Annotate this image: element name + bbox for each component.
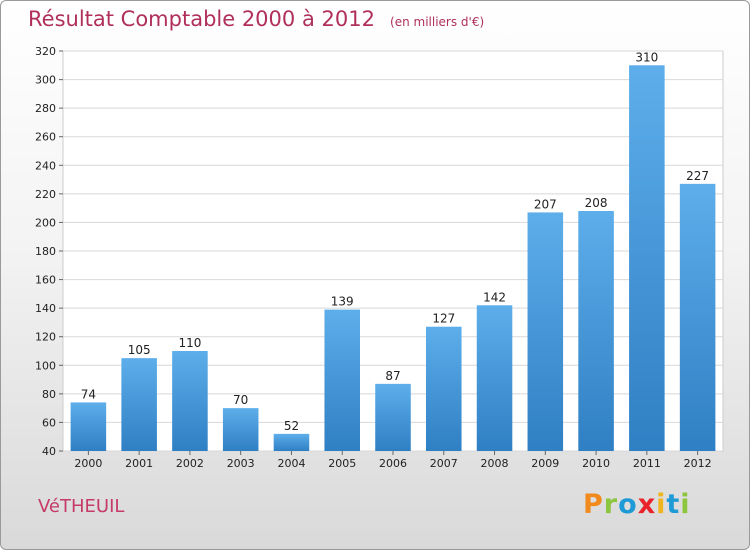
y-tick-label: 40: [42, 445, 56, 458]
y-tick-label: 80: [42, 388, 56, 401]
y-tick-label: 120: [35, 331, 56, 344]
x-tick-label: 2011: [633, 457, 661, 470]
value-label-2005: 139: [331, 295, 354, 309]
bar-2005: [324, 309, 360, 451]
value-label-2003: 70: [233, 393, 248, 407]
x-tick-label: 2000: [74, 457, 102, 470]
y-tick-label: 180: [35, 245, 56, 258]
bar-2012: [679, 183, 716, 451]
value-label-2000: 74: [81, 387, 96, 401]
x-tick-label: 2006: [379, 457, 407, 470]
bar-2001: [121, 358, 157, 451]
bar-2003: [222, 408, 259, 451]
value-label-2011: 310: [635, 50, 658, 64]
x-tick-label: 2003: [227, 457, 255, 470]
logo-letter: r: [603, 489, 619, 520]
x-tick-label: 2005: [328, 457, 356, 470]
logo-letter: x: [637, 489, 657, 520]
value-label-2004: 52: [284, 419, 299, 433]
bar-2011: [629, 65, 665, 452]
bar-2004: [273, 433, 310, 451]
logo-letter: i: [680, 489, 691, 520]
value-label-2010: 208: [585, 196, 608, 210]
bar-2008: [476, 305, 513, 451]
value-label-2001: 105: [128, 343, 151, 357]
x-tick-label: 2012: [684, 457, 712, 470]
y-tick-label: 300: [35, 74, 56, 87]
y-tick-label: 240: [35, 159, 56, 172]
commune-name: VéTHEUIL: [38, 496, 125, 517]
y-tick-label: 280: [35, 102, 56, 115]
chart-title-main: Résultat Comptable 2000 à 2012: [28, 7, 375, 31]
value-label-2007: 127: [432, 312, 455, 326]
value-label-2002: 110: [178, 336, 201, 350]
x-tick-label: 2009: [531, 457, 559, 470]
chart-title: Résultat Comptable 2000 à 2012 (en milli…: [28, 7, 484, 31]
logo-letter: i: [656, 489, 667, 520]
y-tick-label: 200: [35, 216, 56, 229]
y-tick-label: 320: [35, 45, 56, 58]
x-tick-label: 2002: [176, 457, 204, 470]
bar-2000: [70, 402, 107, 451]
bar-2002: [172, 351, 208, 451]
y-tick-label: 100: [35, 359, 56, 372]
value-label-2012: 227: [686, 169, 709, 183]
bar-2009: [527, 212, 564, 451]
bar-2010: [578, 211, 614, 451]
y-tick-label: 160: [35, 274, 56, 287]
x-tick-label: 2004: [277, 457, 305, 470]
chart-title-unit: (en milliers d'€): [390, 15, 485, 29]
value-label-2008: 142: [483, 290, 506, 304]
y-tick-label: 60: [42, 416, 56, 429]
logo-letter: t: [666, 489, 681, 520]
y-tick-label: 260: [35, 131, 56, 144]
x-tick-label: 2008: [481, 457, 509, 470]
value-label-2009: 207: [534, 197, 557, 211]
x-tick-label: 2007: [430, 457, 458, 470]
value-label-2006: 87: [385, 369, 400, 383]
logo-letter: P: [583, 489, 604, 520]
x-tick-label: 2001: [125, 457, 153, 470]
x-tick-label: 2010: [582, 457, 610, 470]
bar-2007: [426, 326, 462, 451]
proxiti-logo: Proxiti: [583, 489, 691, 520]
bar-2006: [375, 383, 411, 451]
y-tick-label: 220: [35, 188, 56, 201]
logo-letter: o: [618, 489, 638, 520]
y-tick-label: 140: [35, 302, 56, 315]
